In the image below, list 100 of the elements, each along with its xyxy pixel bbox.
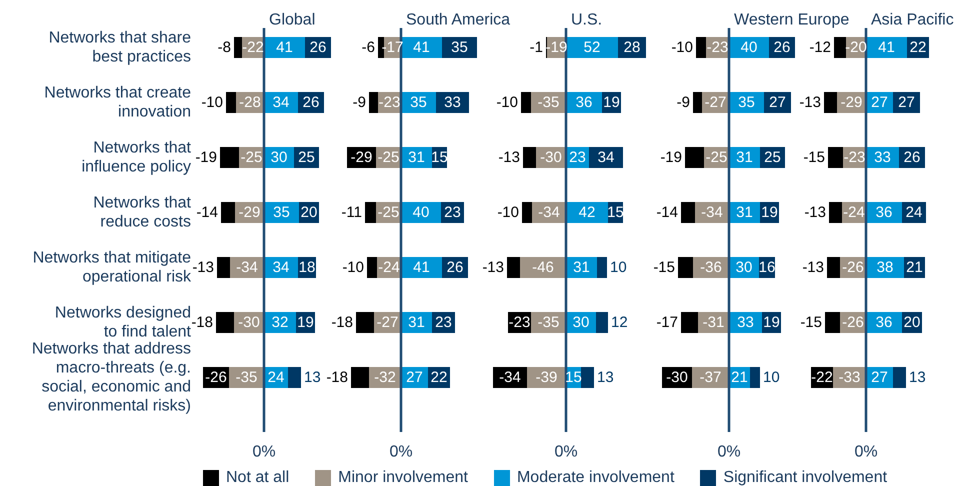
data-label: 32 [272, 314, 288, 331]
bar [829, 202, 842, 223]
bar [221, 202, 235, 223]
bar [521, 92, 531, 113]
data-label: -39 [536, 369, 558, 386]
data-label: 27 [871, 369, 888, 386]
data-label: 30 [736, 259, 752, 276]
data-label: 35 [410, 94, 427, 111]
data-label: 25 [764, 149, 781, 166]
data-label: 36 [876, 204, 892, 221]
data-label: 23 [444, 204, 461, 221]
bar [507, 257, 520, 278]
data-label: 31 [736, 149, 753, 166]
bar [351, 367, 369, 388]
data-label: -9 [352, 94, 366, 111]
data-label: -18 [191, 314, 213, 331]
bar [685, 147, 704, 168]
data-label: -22 [811, 369, 833, 386]
data-label: -14 [656, 204, 678, 221]
data-label: 35 [451, 39, 468, 56]
chart-title: Western Europe [734, 12, 850, 28]
data-label: -15 [653, 259, 675, 276]
data-label: 26 [774, 39, 790, 56]
bar [581, 367, 594, 388]
data-label: -35 [538, 314, 560, 331]
data-label: -10 [342, 259, 364, 276]
data-label: -9 [676, 94, 690, 111]
bar [365, 202, 376, 223]
data-label: -35 [538, 94, 560, 111]
data-label: 31 [736, 204, 753, 221]
data-label: -33 [838, 369, 860, 386]
data-label: 34 [272, 259, 290, 276]
data-label: 27 [406, 369, 423, 386]
data-label: 15 [565, 369, 582, 386]
data-label: -32 [374, 369, 396, 386]
data-label: -30 [238, 314, 260, 331]
data-label: -6 [362, 39, 375, 56]
bar [750, 367, 760, 388]
data-label: -23 [378, 94, 400, 111]
data-label: -34 [701, 204, 723, 221]
data-label: -12 [809, 39, 831, 56]
data-label: -30 [666, 369, 688, 386]
data-label: -13 [498, 149, 520, 166]
data-label: 24 [906, 204, 922, 221]
data-label: -10 [497, 204, 519, 221]
data-label: -28 [239, 94, 261, 111]
data-label: 22 [430, 369, 448, 386]
bar [596, 312, 608, 333]
data-label: 27 [769, 94, 786, 111]
data-label: -8 [218, 39, 231, 56]
bar [693, 92, 702, 113]
bar [824, 92, 837, 113]
data-label: -18 [326, 369, 348, 386]
data-label: 13 [597, 369, 614, 386]
data-label: 26 [446, 259, 464, 276]
bar [356, 312, 374, 333]
ref-line-label: 0% [389, 444, 413, 460]
data-label: -11 [341, 204, 362, 221]
data-label: 26 [310, 39, 326, 56]
data-label: 24 [268, 369, 284, 386]
bar [367, 257, 377, 278]
data-label: -19 [660, 149, 682, 166]
data-label: -26 [842, 314, 864, 331]
data-label: -29 [840, 94, 862, 111]
data-label: -15 [800, 314, 822, 331]
data-label: 33 [874, 149, 891, 166]
data-label: -18 [331, 314, 353, 331]
data-label: -10 [496, 94, 518, 111]
bar [678, 257, 693, 278]
data-label: 19 [761, 204, 778, 221]
data-label: 18 [298, 259, 316, 276]
data-label: 19 [603, 94, 620, 111]
data-label: 41 [413, 39, 430, 56]
bar [681, 312, 698, 333]
data-label: -25 [378, 204, 400, 221]
data-label: 35 [738, 94, 755, 111]
bar [893, 367, 906, 388]
bar [828, 147, 843, 168]
bar [597, 257, 607, 278]
data-label: -19 [195, 149, 217, 166]
data-label: -15 [803, 149, 825, 166]
data-label: 15 [607, 204, 624, 221]
data-label: 28 [624, 39, 640, 56]
data-label: -24 [378, 259, 400, 276]
ref-line-label: 0% [554, 444, 578, 460]
data-label: -14 [196, 204, 218, 221]
data-label: -31 [702, 314, 724, 331]
data-label: -23 [508, 314, 530, 331]
data-label: 23 [569, 149, 586, 166]
y-tick-label: Networks that create innovation [44, 84, 192, 120]
y-tick-label: Networks that share best practices [48, 30, 192, 66]
data-label: -37 [700, 369, 722, 386]
data-label: -1 [530, 39, 543, 56]
data-label: 33 [444, 94, 461, 111]
data-label: -46 [532, 259, 554, 276]
data-label: 16 [758, 259, 776, 276]
y-tick-label: Networks that mitigate operational risk [32, 250, 192, 286]
legend-label: Moderate involvement [516, 469, 674, 486]
data-label: -13 [804, 204, 826, 221]
data-label: 41 [276, 39, 293, 56]
